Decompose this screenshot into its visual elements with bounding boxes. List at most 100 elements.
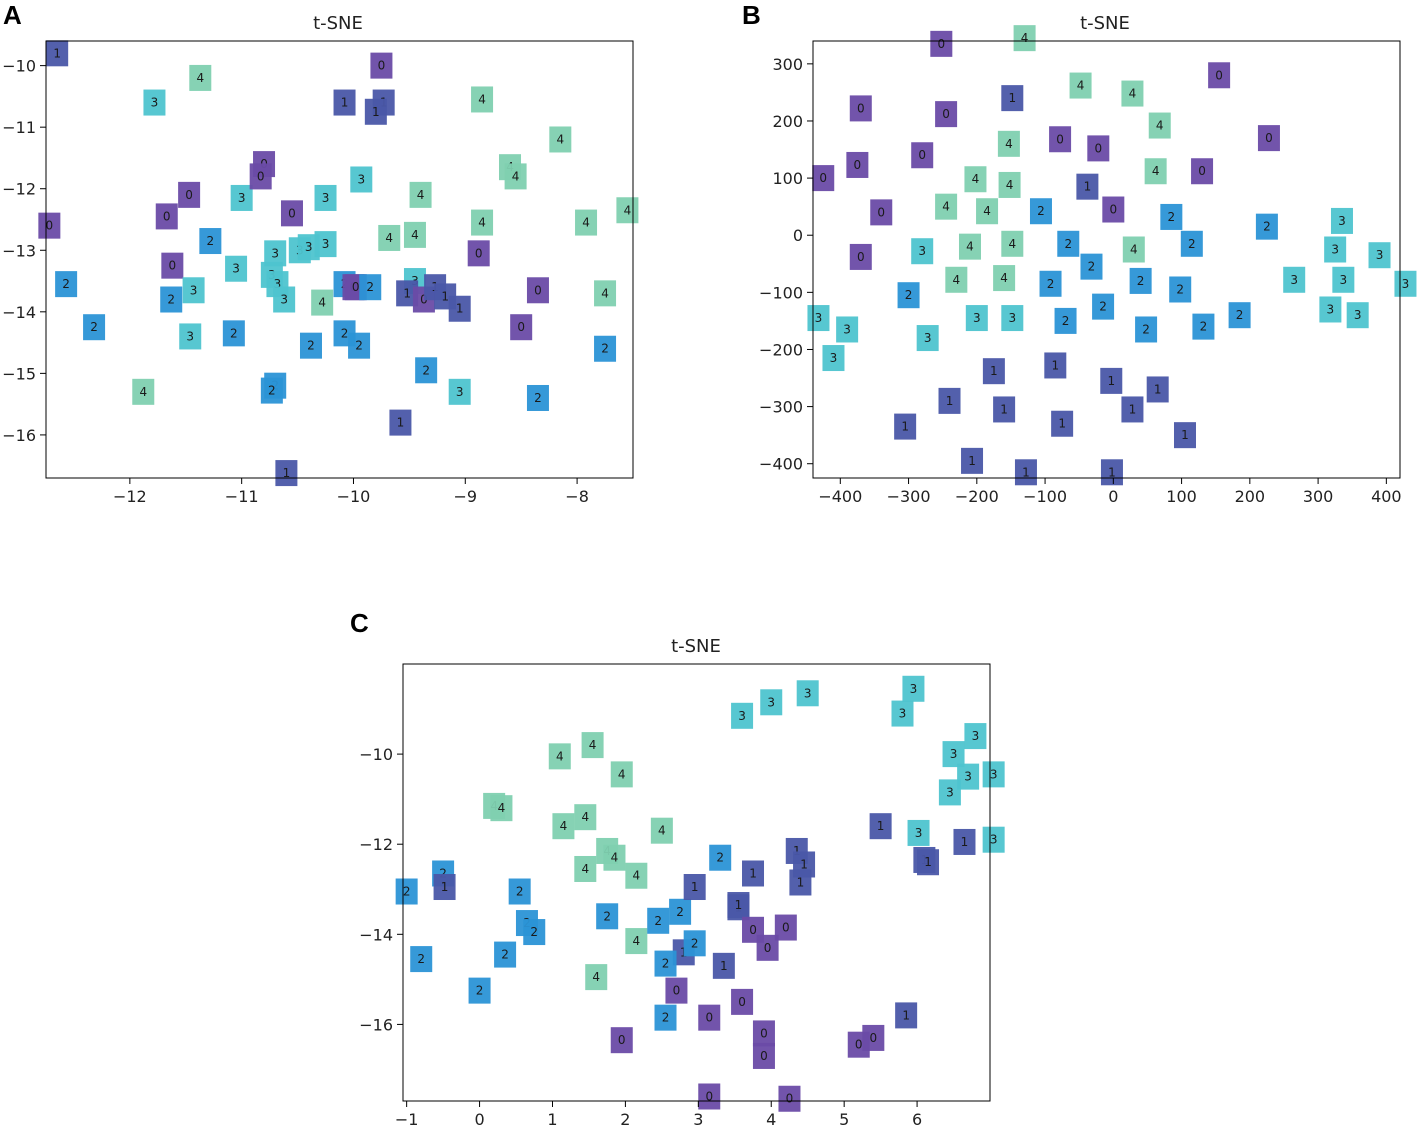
point-label: 0 xyxy=(854,158,862,172)
point-c-35: 2 xyxy=(596,903,619,930)
point-marker xyxy=(982,826,1005,853)
axes-frame-a xyxy=(45,40,634,479)
point-a-55: 4 xyxy=(471,86,494,113)
point-marker xyxy=(907,819,930,846)
point-marker xyxy=(433,874,456,901)
ytick-label-b-0: 300 xyxy=(772,55,803,74)
point-marker xyxy=(526,384,549,411)
point-label: 0 xyxy=(857,250,865,264)
point-b-55: 2 xyxy=(1092,293,1115,320)
point-label: 4 xyxy=(1006,178,1014,192)
point-marker xyxy=(350,166,373,193)
point-a-60: 4 xyxy=(549,126,572,153)
point-label: 2 xyxy=(476,984,484,998)
point-b-6: 0 xyxy=(849,95,872,122)
point-b-54: 2 xyxy=(1054,307,1077,334)
point-label: 1 xyxy=(901,420,909,434)
point-b-46: 3 xyxy=(1394,270,1417,297)
point-marker xyxy=(945,266,968,293)
point-label: 4 xyxy=(624,203,632,217)
point-marker xyxy=(1051,410,1074,437)
point-marker xyxy=(982,761,1005,788)
point-label: 2 xyxy=(501,948,509,962)
point-label: 0 xyxy=(749,923,757,937)
point-b-29: 0 xyxy=(849,243,872,270)
point-marker xyxy=(395,878,418,905)
point-marker xyxy=(669,898,692,925)
point-label: 0 xyxy=(420,293,428,307)
panel-a-letter: A xyxy=(3,0,22,30)
point-b-66: 1 xyxy=(993,396,1016,423)
point-label: 3 xyxy=(1327,302,1335,316)
point-marker xyxy=(273,286,296,313)
point-b-68: 1 xyxy=(1121,396,1144,423)
point-b-73: 1 xyxy=(1100,459,1123,486)
ytick-label-b-7: −400 xyxy=(759,455,803,474)
point-c-26: 2 xyxy=(395,878,418,905)
point-marker xyxy=(836,316,859,343)
point-marker xyxy=(897,282,920,309)
point-label: 1 xyxy=(797,876,805,890)
point-b-12: 0 xyxy=(1257,125,1280,152)
point-a-10: 3 xyxy=(182,277,205,304)
point-label: 3 xyxy=(186,329,194,343)
point-label: 3 xyxy=(357,172,365,186)
point-label: 2 xyxy=(1263,220,1271,234)
point-label: 4 xyxy=(601,286,609,300)
point-c-34: 2 xyxy=(468,977,491,1004)
point-marker xyxy=(965,305,988,332)
point-label: 2 xyxy=(403,885,411,899)
point-marker xyxy=(1180,230,1203,257)
point-label: 4 xyxy=(966,240,974,254)
point-marker xyxy=(654,1004,677,1031)
point-label: 4 xyxy=(560,819,568,833)
point-label: 1 xyxy=(800,857,808,871)
point-b-14: 0 xyxy=(911,142,934,169)
point-c-12: 4 xyxy=(581,732,604,759)
point-label: 3 xyxy=(899,707,907,721)
panel-c-plot: 3333333333334444444444444422122222222212… xyxy=(359,663,1005,1125)
ytick-label-a-0: −10 xyxy=(2,57,36,76)
ytick-label-a-4: −14 xyxy=(2,303,36,322)
point-b-57: 2 xyxy=(1192,313,1215,340)
point-a-2: 3 xyxy=(143,89,166,116)
ytick-label-b-1: 200 xyxy=(772,112,803,131)
point-label: 1 xyxy=(793,844,801,858)
point-c-3: 3 xyxy=(891,700,914,727)
point-marker xyxy=(364,98,387,125)
point-label: 4 xyxy=(498,801,506,815)
ytick-label-c-2: −14 xyxy=(359,925,393,944)
point-c-39: 2 xyxy=(683,930,706,957)
point-c-54: 1 xyxy=(712,952,735,979)
point-label: 3 xyxy=(305,240,313,254)
point-label: 1 xyxy=(456,302,464,316)
point-b-47: 2 xyxy=(897,282,920,309)
point-c-43: 1 xyxy=(683,874,706,901)
point-label: 0 xyxy=(877,205,885,219)
point-marker xyxy=(275,460,298,487)
point-label: 0 xyxy=(618,1033,626,1047)
ytick-label-a-5: −15 xyxy=(2,364,36,383)
point-marker xyxy=(333,89,356,116)
point-b-0: 0 xyxy=(930,30,953,57)
point-label: 4 xyxy=(581,810,589,824)
ytick-label-c-3: −16 xyxy=(359,1015,393,1034)
point-label: 3 xyxy=(322,237,330,251)
point-label: 0 xyxy=(1198,164,1206,178)
point-label: 3 xyxy=(1354,308,1362,322)
point-marker xyxy=(348,332,371,359)
point-marker xyxy=(249,163,272,190)
point-marker xyxy=(504,163,527,190)
point-label: 2 xyxy=(366,280,374,294)
point-c-33: 2 xyxy=(494,941,517,968)
point-c-10: 3 xyxy=(907,819,930,846)
point-marker xyxy=(1346,302,1369,329)
point-a-58: 0 xyxy=(526,277,549,304)
point-label: 1 xyxy=(1154,382,1162,396)
point-marker xyxy=(1319,296,1342,323)
point-c-68: 0 xyxy=(778,1085,801,1112)
point-label: 0 xyxy=(786,1092,794,1106)
point-b-45: 3 xyxy=(1332,266,1355,293)
point-c-18: 4 xyxy=(574,804,597,831)
point-b-43: 2 xyxy=(1169,276,1192,303)
